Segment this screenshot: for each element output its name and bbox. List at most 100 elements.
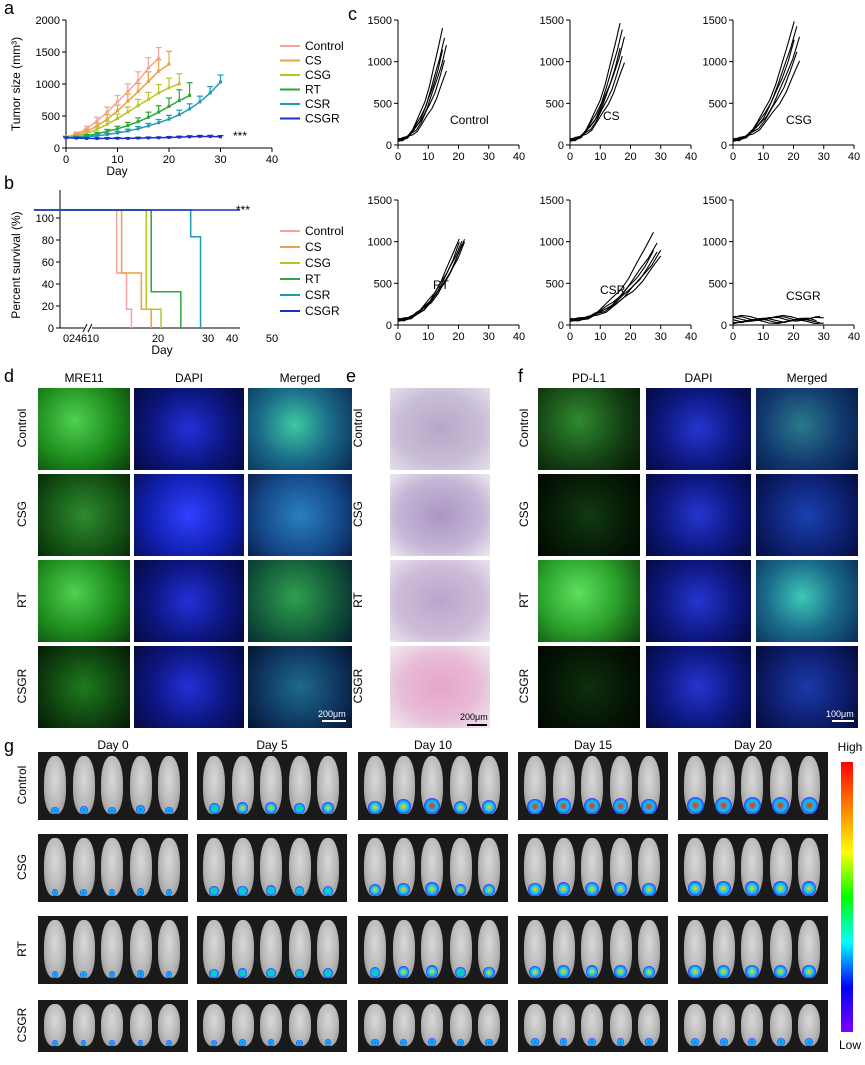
g-mouse <box>392 838 415 896</box>
c-ytick-label: 0 <box>558 320 564 332</box>
c-ytick-label: 0 <box>721 320 727 332</box>
g-mouse <box>524 920 546 978</box>
c-ytick-label: 1000 <box>703 237 727 249</box>
b-xtick-label: 0 <box>63 333 69 345</box>
g-tumor-signal <box>369 884 381 896</box>
g-mouse <box>260 1004 282 1046</box>
c-ytick-label: 0 <box>386 140 392 152</box>
g-tumor-signal <box>165 971 173 978</box>
a-point <box>126 124 130 128</box>
d-image <box>38 646 130 728</box>
d-header-DAPI: DAPI <box>174 371 203 385</box>
a-point <box>95 134 99 138</box>
c-ytick-label: 1000 <box>540 237 564 249</box>
c-curve-CSG <box>732 21 795 141</box>
g-tumor-signal <box>324 1039 332 1046</box>
b-xtick-label: 2 <box>69 333 75 345</box>
g-scale-low: Low <box>838 1038 861 1052</box>
g-mouse <box>712 920 735 978</box>
d-image <box>38 560 130 642</box>
f-scalebar <box>832 720 854 722</box>
a-point <box>136 104 140 108</box>
d-image <box>248 646 352 728</box>
c-ytick-label: 1500 <box>703 15 727 27</box>
f-scale-text: 100μm <box>826 709 854 719</box>
g-tumor-signal <box>802 964 816 978</box>
g-mouse <box>524 1004 546 1046</box>
panel-label-a: a <box>4 0 15 18</box>
g-mouse <box>684 920 706 978</box>
c-ytick-label: 1500 <box>368 15 392 27</box>
g-mouse <box>609 1004 632 1046</box>
b-ytick-label: 80 <box>42 235 54 247</box>
a-point <box>188 107 192 111</box>
g-tumor-signal <box>455 967 466 978</box>
f-image <box>756 388 858 470</box>
g-tumor-signal <box>294 968 305 978</box>
g-day-Day-5: Day 5 <box>256 738 288 752</box>
a-point <box>95 137 99 141</box>
g-mouse <box>158 920 180 978</box>
c-xtick-label: 20 <box>452 331 464 343</box>
g-tumor-signal <box>483 966 495 978</box>
g-tumor-signal <box>79 888 88 896</box>
c-ytick-label: 1500 <box>368 195 392 207</box>
f-image <box>646 474 751 556</box>
g-mouse <box>101 756 123 814</box>
g-tumor-signal <box>52 1040 58 1046</box>
g-tumor-signal <box>801 881 817 896</box>
a-point <box>208 91 212 95</box>
g-tumor-signal <box>748 1038 756 1046</box>
g-tumor-signal <box>528 965 542 978</box>
g-mouse <box>129 1004 152 1046</box>
g-mouse <box>72 838 95 896</box>
g-mouse <box>203 756 225 814</box>
g-bioluminescence-image <box>518 916 668 984</box>
c-xtick-label: 30 <box>818 331 830 343</box>
g-row-RT: RT <box>15 941 29 957</box>
d-row-RT: RT <box>15 592 29 608</box>
f-image <box>538 646 640 728</box>
e-row-RT: RT <box>351 592 365 608</box>
d-image <box>38 474 130 556</box>
f-row-Control: Control <box>517 408 531 448</box>
f-row-CSG: CSG <box>517 501 531 528</box>
c-curve-Control <box>397 70 447 142</box>
a-point <box>116 127 119 131</box>
g-mouse <box>552 1004 575 1046</box>
g-tumor-signal <box>296 1039 303 1046</box>
c-curve-CSGR <box>732 319 824 325</box>
f-row-CSGR: CSGR <box>517 668 531 704</box>
g-tumor-signal <box>557 965 570 978</box>
f-image <box>646 646 751 728</box>
c-xtick-label: 20 <box>787 151 799 163</box>
a-point <box>126 136 130 140</box>
g-bioluminescence-image <box>38 834 188 902</box>
a-point <box>105 122 109 126</box>
g-mouse <box>288 756 311 814</box>
c-ytick-label: 0 <box>558 140 564 152</box>
g-tumor-signal <box>79 806 88 814</box>
b-xtick-label: 4 <box>75 333 81 345</box>
a-point <box>146 136 150 140</box>
panel-label-f: f <box>518 366 524 386</box>
g-tumor-signal <box>136 970 145 978</box>
e-histology-image <box>390 474 490 556</box>
e-row-CSGR: CSGR <box>351 668 365 704</box>
a-point <box>126 90 130 94</box>
c-xtick-label: 0 <box>395 331 401 343</box>
b-xtick-label: 20 <box>152 333 164 345</box>
g-tumor-signal <box>397 966 410 978</box>
f-image <box>538 474 640 556</box>
g-tumor-signal <box>369 967 381 978</box>
g-tumor-signal <box>776 1038 785 1046</box>
g-tumor-signal <box>454 884 467 896</box>
g-mouse <box>260 920 282 978</box>
g-mouse <box>231 756 254 814</box>
f-image <box>538 388 640 470</box>
b-legend-CS: CS <box>305 240 322 254</box>
g-tumor-signal <box>688 964 702 978</box>
c-xtick-label: 0 <box>567 331 573 343</box>
g-tumor-signal <box>744 881 760 896</box>
g-mouse <box>231 920 254 978</box>
